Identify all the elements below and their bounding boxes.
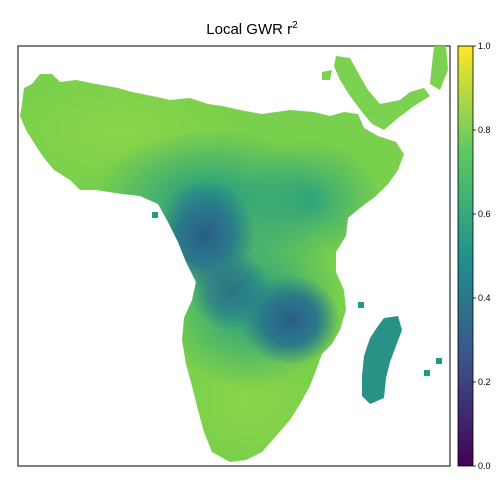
madagascar [362, 316, 402, 404]
island-4 [436, 358, 442, 364]
colorbar-tick-label: 1.0 [478, 41, 491, 51]
sinai-fragment [322, 70, 332, 80]
colorbar [458, 46, 473, 466]
africa-landmass [0, 60, 420, 480]
colorbar-tick-label: 0.8 [478, 125, 491, 135]
colorbar-tick-label: 0.2 [478, 377, 491, 387]
island-3 [424, 370, 430, 376]
island-1 [152, 212, 158, 218]
colorbar-ticks [473, 46, 476, 466]
colorbar-tick-label: 0.4 [478, 293, 491, 303]
colorbar-tick-label: 0.0 [478, 461, 491, 471]
colorbar-tick-label: 0.6 [478, 209, 491, 219]
island-2 [358, 302, 364, 308]
arabian-fragment-2 [430, 46, 448, 90]
